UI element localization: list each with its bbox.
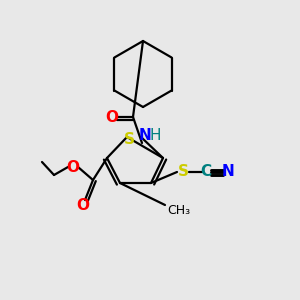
Text: O: O <box>106 110 118 124</box>
Text: S: S <box>124 131 134 146</box>
Text: C: C <box>200 164 211 179</box>
Text: S: S <box>178 164 188 179</box>
Text: N: N <box>139 128 152 142</box>
Text: CH₃: CH₃ <box>167 203 190 217</box>
Text: H: H <box>149 128 161 142</box>
Text: O: O <box>76 197 89 212</box>
Text: N: N <box>222 164 234 179</box>
Text: O: O <box>67 160 80 175</box>
